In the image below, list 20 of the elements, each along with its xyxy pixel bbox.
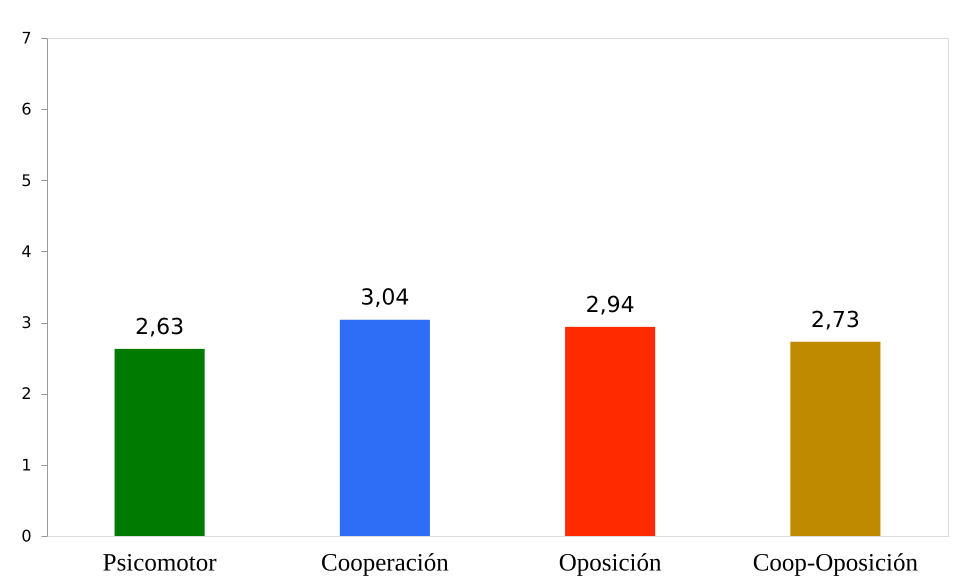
y-tick-label: 7 xyxy=(21,28,32,48)
y-tick-label: 0 xyxy=(21,526,32,546)
y-tick-label: 5 xyxy=(21,170,32,190)
bar xyxy=(340,320,430,536)
x-tick-label: Psicomotor xyxy=(102,550,218,576)
data-label: 2,63 xyxy=(135,314,184,340)
y-tick-label: 2 xyxy=(21,384,32,404)
y-tick-label: 3 xyxy=(21,313,32,332)
y-tick-label: 1 xyxy=(21,455,32,474)
y-tick-label: 4 xyxy=(21,242,32,261)
data-label: 2,94 xyxy=(586,292,635,318)
data-label: 3,04 xyxy=(360,286,410,311)
x-tick-label: Oposición xyxy=(558,550,662,576)
x-tick-label: Coop-Oposición xyxy=(752,550,919,576)
bar xyxy=(114,348,205,536)
bar xyxy=(790,342,880,536)
x-tick-label: Cooperación xyxy=(321,550,450,576)
data-label: 2,73 xyxy=(810,308,860,333)
y-tick-label: 6 xyxy=(21,100,32,119)
bar xyxy=(565,326,656,536)
